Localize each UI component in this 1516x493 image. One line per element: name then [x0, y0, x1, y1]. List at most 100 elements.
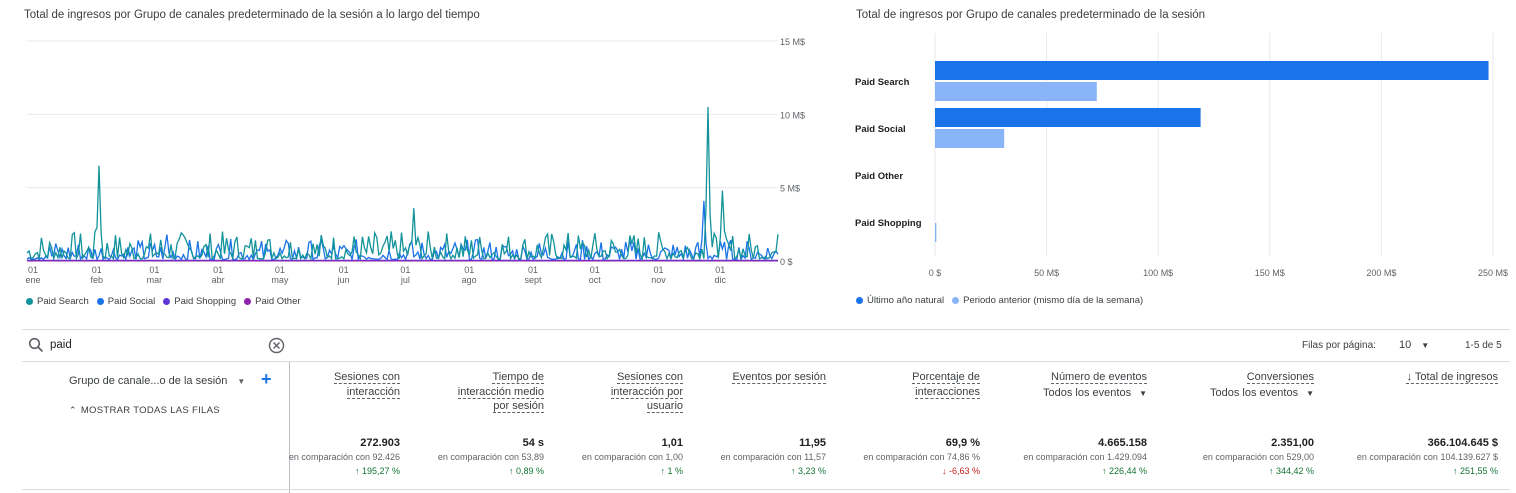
event-filter-select[interactable]: Todos los eventos ▼	[1043, 386, 1147, 399]
divider	[22, 489, 1510, 490]
metric-column: Tiempo de interacción medio por sesión	[404, 370, 544, 414]
total-value: 366.104.645 $	[1427, 437, 1498, 449]
legend-dot	[952, 297, 960, 304]
metric-column: Porcentaje de interacciones	[820, 370, 980, 399]
search-input[interactable]	[50, 337, 250, 353]
column-header[interactable]: Sesiones con interacción	[240, 370, 400, 399]
category-label: Paid Search	[855, 77, 910, 88]
show-all-rows-button[interactable]: ⌃ MOSTRAR TODAS LAS FILAS	[69, 405, 220, 416]
search-icon[interactable]	[28, 337, 44, 358]
add-dimension-button[interactable]: +	[261, 369, 272, 389]
x-tick-day: 01	[590, 265, 600, 275]
legend-dot	[163, 298, 171, 305]
change-percent: ↑ 226,44 %	[1101, 466, 1147, 476]
line-chart-legend: Paid Search Paid Social Paid Shopping Pa…	[26, 296, 301, 307]
x-tick-label: 0 $	[929, 268, 942, 278]
pagination-range: 1-5 de 5	[1465, 340, 1502, 351]
clear-search-icon[interactable]	[268, 337, 285, 359]
divider	[22, 361, 1510, 362]
x-tick-month: ene	[25, 275, 40, 285]
event-filter-select[interactable]: Todos los eventos ▼	[1210, 386, 1314, 399]
x-tick-day: 01	[213, 265, 223, 275]
metric-column: Sesiones con interacción por usuario	[543, 370, 683, 414]
column-header-line: Sesiones con	[616, 371, 683, 384]
x-tick-day: 01	[653, 265, 663, 275]
column-header[interactable]: Número de eventos	[977, 370, 1147, 385]
column-header[interactable]: Sesiones con interacción por usuario	[543, 370, 683, 414]
x-tick-day: 01	[275, 265, 285, 275]
change-percent: ↑ 251,55 %	[1452, 466, 1498, 476]
legend-item-current-year[interactable]: Último año natural	[856, 295, 944, 306]
legend-item-paid-social[interactable]: Paid Social	[96, 296, 155, 307]
bar-paid-social-current	[935, 108, 1201, 127]
legend-item-previous-period[interactable]: Periodo anterior (mismo día de la semana…	[952, 295, 1143, 306]
x-tick-month: jul	[400, 275, 410, 285]
x-tick-month: jun	[337, 275, 350, 285]
bar-paid-search-current	[935, 61, 1489, 80]
legend-item-paid-shopping[interactable]: Paid Shopping	[163, 296, 236, 307]
column-header-line: interacción	[346, 385, 400, 399]
metric-column: ↓ Total de ingresos	[1318, 370, 1498, 385]
category-label: Paid Social	[855, 124, 906, 135]
series-line-paid-search	[26, 106, 779, 262]
column-header-line: por sesión	[493, 400, 544, 413]
y-tick-label: 0 $	[780, 257, 793, 267]
series-line-paid-social	[26, 200, 779, 262]
metric-total: 366.104.645 $ en comparación con 104.139.…	[1298, 437, 1498, 476]
legend-item-paid-other[interactable]: Paid Other	[244, 296, 301, 307]
metric-total: 4.665.158 en comparación con 1.429.094 ↑ 2…	[957, 437, 1147, 476]
bar-chart: Paid Search Paid Social Paid Other Paid Sho…	[855, 33, 1508, 278]
comparison-value: en comparación con 529,00	[1202, 452, 1314, 462]
bar-chart-legend: Último año natural Periodo anterior (mis…	[856, 295, 1143, 306]
x-tick-label: 200 M$	[1366, 268, 1396, 278]
y-tick-label: 10 M$	[780, 110, 805, 120]
column-divider	[289, 362, 290, 493]
rows-per-page-label: Filas por página:	[1302, 340, 1376, 351]
total-value: 11,95	[799, 437, 826, 449]
x-tick-day: 01	[28, 265, 38, 275]
x-tick-month: nov	[651, 275, 666, 285]
chevron-down-icon: ▼	[1139, 388, 1147, 398]
x-tick-day: 01	[92, 265, 102, 275]
dimension-selector[interactable]: Grupo de canale...o de la sesión ▼	[69, 375, 246, 387]
column-header-line: interacción por	[610, 385, 683, 399]
y-tick-label: 5 M$	[780, 184, 800, 194]
metric-total: 1,01 en comparación con 1,00 ↑ 1 %	[523, 437, 683, 476]
column-header-line: Porcentaje de	[912, 371, 980, 384]
column-header[interactable]: Conversiones	[1154, 370, 1314, 385]
x-tick-month: may	[271, 275, 289, 285]
change-percent: ↓ -6,63 %	[941, 466, 980, 476]
column-header-line: Número de eventos	[1051, 371, 1147, 384]
x-tick-day: 01	[464, 265, 474, 275]
bar-paid-social-previous	[935, 129, 1005, 148]
comparison-value: en comparación con 11,57	[720, 452, 826, 462]
column-header-line: Eventos por sesión	[732, 371, 826, 384]
column-header-line: Tiempo de	[492, 371, 544, 384]
x-tick-day: 01	[715, 265, 725, 275]
column-header[interactable]: Eventos por sesión	[676, 370, 826, 385]
legend-item-paid-search[interactable]: Paid Search	[26, 296, 89, 307]
x-tick-day: 01	[339, 265, 349, 275]
chevron-down-icon: ▼	[237, 377, 246, 386]
column-header[interactable]: Porcentaje de interacciones	[820, 370, 980, 399]
chevron-down-icon: ▼	[1421, 341, 1430, 350]
change-percent: ↑ 195,27 %	[354, 466, 400, 476]
column-header[interactable]: Tiempo de interacción medio por sesión	[404, 370, 544, 414]
bar-paid-shopping-previous	[935, 223, 937, 242]
change-percent: ↑ 344,42 %	[1268, 466, 1314, 476]
metric-column: Número de eventos Todos los eventos ▼	[977, 370, 1147, 399]
x-tick-month: mar	[147, 275, 163, 285]
divider	[22, 329, 1510, 330]
chevron-down-icon: ▼	[1306, 388, 1314, 398]
x-tick-label: 150 M$	[1255, 268, 1285, 278]
metric-column: Eventos por sesión	[676, 370, 826, 385]
comparison-value: en comparación con 104.139.627 $	[1356, 452, 1498, 462]
metric-column: Sesiones con interacción	[240, 370, 400, 399]
legend-dot	[96, 298, 104, 305]
column-header-line: ↓ Total de ingresos	[1406, 371, 1498, 384]
x-tick-month: sept	[524, 275, 542, 285]
rows-per-page-select[interactable]: 10 ▼	[1399, 339, 1430, 351]
column-header[interactable]: ↓ Total de ingresos	[1318, 370, 1498, 385]
change-percent: ↑ 0,89 %	[508, 466, 544, 476]
x-tick-day: 01	[400, 265, 410, 275]
